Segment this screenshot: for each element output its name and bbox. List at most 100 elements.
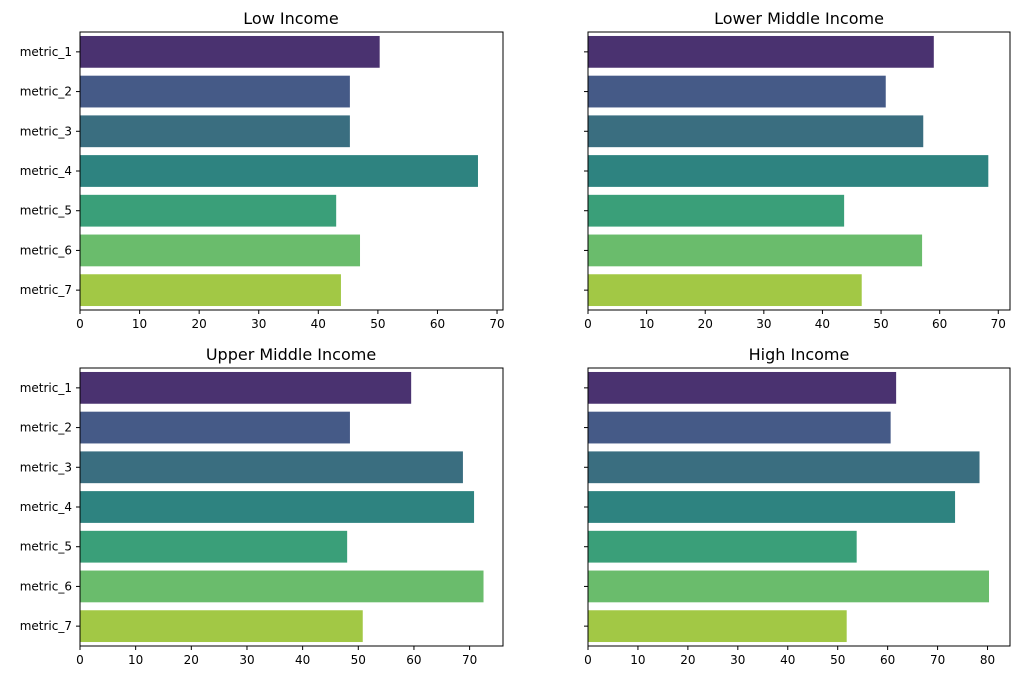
y-tick-label: metric_2 [20,421,72,435]
x-tick-label: 60 [932,317,947,331]
x-tick-label: 80 [980,653,995,667]
bar-metric_2 [588,411,891,444]
bar-metric_3 [588,451,980,484]
y-tick-label: metric_4 [20,500,72,514]
x-tick-labels: 0 10 20 30 40 50 60 70 [584,310,1006,331]
x-tick-label: 70 [991,317,1006,331]
bar-metric_3 [80,115,350,148]
bar-metric_7 [588,610,847,643]
x-tick-label: 10 [128,653,143,667]
x-tick-label: 70 [489,317,504,331]
bar-metric_3 [80,451,463,484]
bar-metric_1 [588,35,934,68]
bar-metric_7 [80,274,341,307]
x-tick-labels: 0 10 20 30 40 50 60 70 80 [584,646,995,667]
x-tick-label: 60 [880,653,895,667]
axes-frame [587,31,1011,311]
bar-group [588,371,990,643]
x-tick-label: 70 [462,653,477,667]
x-tick-label: 40 [295,653,310,667]
chart-title: Upper Middle Income [206,345,376,364]
y-tick-label: metric_7 [20,619,72,633]
x-tick-label: 0 [76,653,84,667]
x-tick-label: 40 [311,317,326,331]
x-tick-labels: 0 10 20 30 40 50 60 70 [76,310,505,331]
bar-metric_2 [80,75,350,108]
subplot-high-income: High Income 0 10 20 30 40 50 60 70 80 [584,345,1011,667]
y-tick-labels [584,387,588,627]
bar-metric_2 [588,75,886,108]
bar-metric_4 [80,491,475,523]
x-tick-label: 70 [930,653,945,667]
bar-metric_4 [588,155,989,187]
y-tick-label: metric_6 [20,243,72,257]
subplot-lower-middle-income: Lower Middle Income 0 10 20 30 40 50 60 70 [584,9,1011,331]
y-tick-label: metric_1 [20,45,72,59]
y-tick-label: metric_3 [20,460,72,474]
x-tick-labels: 0 10 20 30 40 50 60 70 [76,646,477,667]
bar-group [80,371,484,643]
y-tick-labels: metric_1 metric_2 metric_3 metric_4 metric_5… [20,45,80,297]
bar-metric_6 [588,570,990,603]
x-tick-label: 30 [251,317,266,331]
bar-metric_4 [588,491,956,523]
chart-title: Low Income [243,9,338,28]
x-tick-label: 0 [584,317,592,331]
bar-metric_1 [80,35,380,68]
x-tick-label: 10 [630,653,645,667]
bar-metric_6 [80,234,361,267]
x-tick-label: 50 [873,317,888,331]
axes-frame [79,367,504,647]
bar-metric_1 [588,371,897,404]
x-tick-label: 0 [584,653,592,667]
chart-title: High Income [749,345,850,364]
y-tick-label: metric_3 [20,124,72,138]
x-tick-label: 60 [430,317,445,331]
x-tick-label: 40 [780,653,795,667]
y-tick-label: metric_7 [20,283,72,297]
axes-frame [79,31,504,311]
bar-metric_7 [80,610,363,643]
bar-metric_5 [80,194,337,227]
x-tick-label: 0 [76,317,84,331]
x-tick-label: 30 [756,317,771,331]
x-tick-label: 40 [815,317,830,331]
x-tick-label: 30 [730,653,745,667]
bar-metric_2 [80,411,350,444]
x-tick-label: 20 [192,317,207,331]
y-tick-labels: metric_1 metric_2 metric_3 metric_4 metric_5… [20,381,80,633]
x-tick-label: 20 [680,653,695,667]
bar-metric_7 [588,274,862,307]
y-tick-label: metric_4 [20,164,72,178]
y-tick-label: metric_2 [20,85,72,99]
bar-metric_3 [588,115,924,148]
bar-metric_4 [80,155,478,187]
x-tick-label: 50 [351,653,366,667]
x-tick-label: 50 [370,317,385,331]
x-tick-label: 10 [639,317,654,331]
x-tick-label: 10 [132,317,147,331]
chart-title: Lower Middle Income [714,9,884,28]
y-tick-label: metric_6 [20,579,72,593]
bar-metric_1 [80,371,412,404]
subplot-low-income: Low Income metric_1 metric_2 metric_3metri… [20,9,505,331]
x-tick-label: 20 [698,317,713,331]
x-tick-label: 50 [830,653,845,667]
bar-group [80,35,478,307]
y-tick-labels [584,51,588,291]
x-tick-label: 30 [239,653,254,667]
y-tick-label: metric_5 [20,204,72,218]
bar-group [588,35,989,307]
x-tick-label: 20 [184,653,199,667]
y-tick-label: metric_5 [20,540,72,554]
bar-metric_5 [588,530,857,563]
bar-metric_5 [588,194,845,227]
y-tick-label: metric_1 [20,381,72,395]
axes-frame [587,367,1011,647]
bar-metric_6 [80,570,484,603]
bar-metric_5 [80,530,348,563]
x-tick-label: 60 [406,653,421,667]
subplot-upper-middle-income: Upper Middle Income metric_1 metric_2metr… [20,345,504,667]
